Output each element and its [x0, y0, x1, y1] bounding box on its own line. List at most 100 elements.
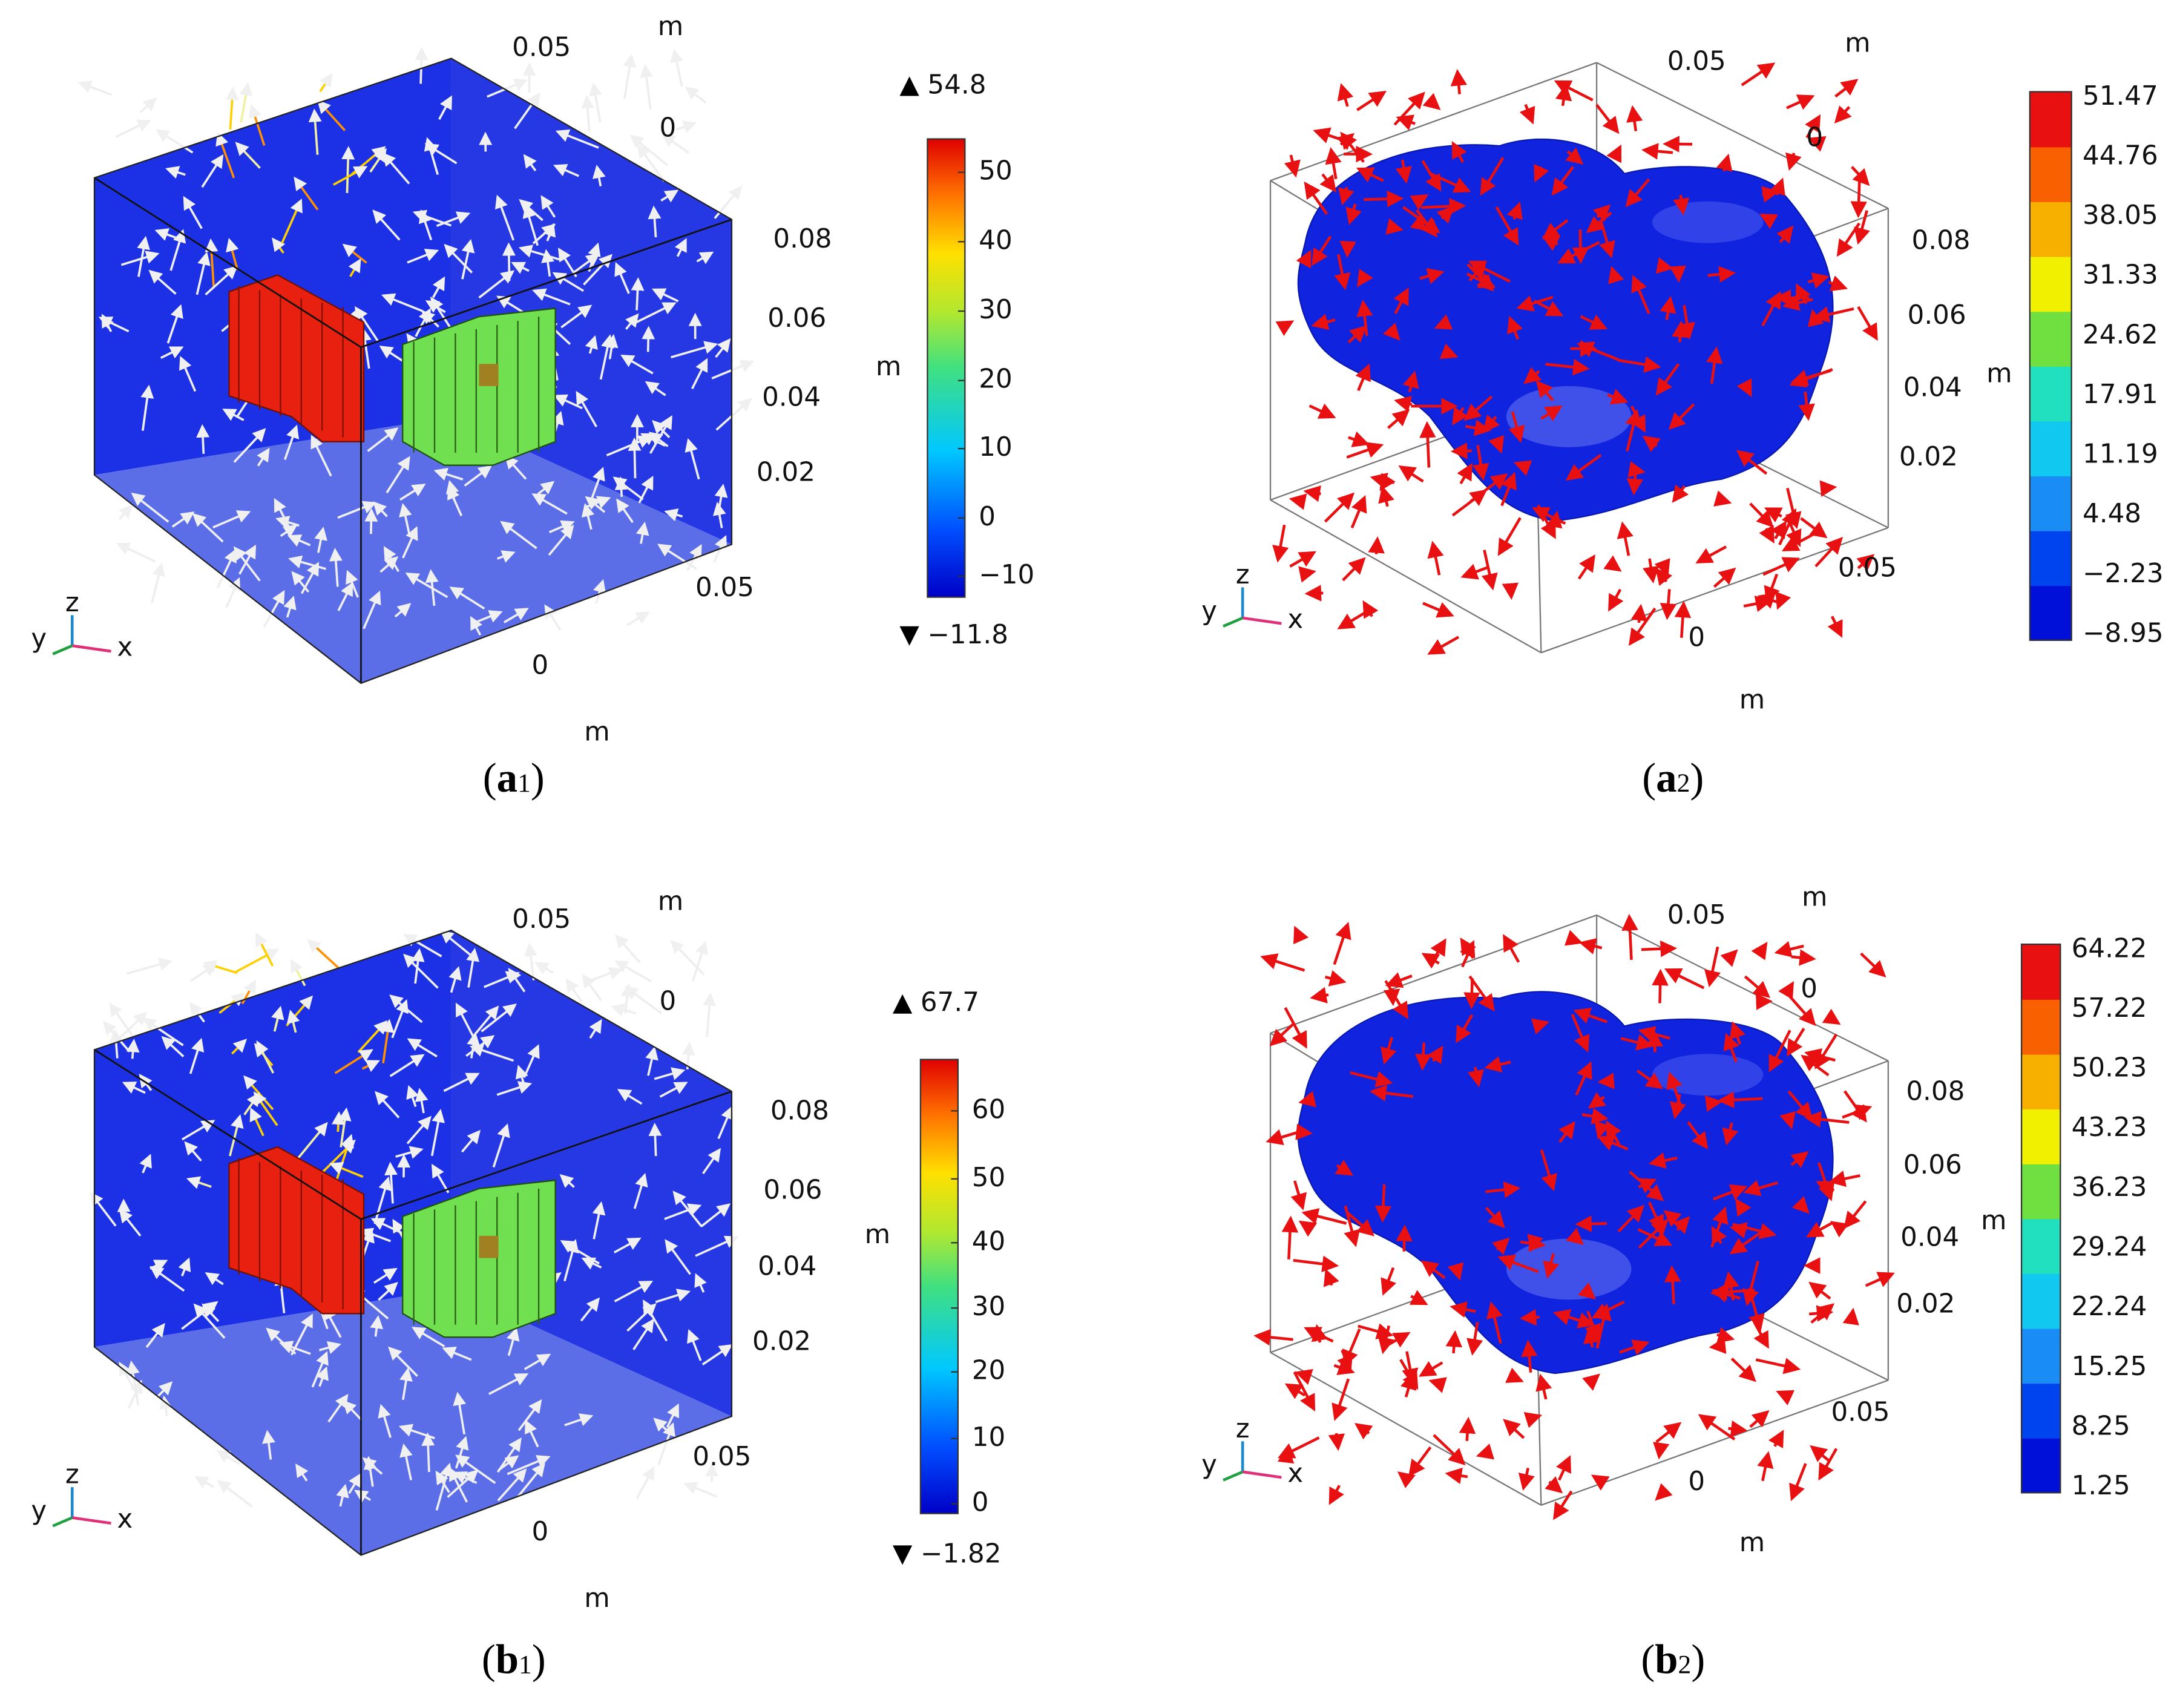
field-arrow: [517, 1399, 542, 1431]
field-arrow: [406, 1115, 432, 1145]
field-arrow: [1591, 1474, 1610, 1491]
field-arrow: [1463, 395, 1493, 421]
field-arrow: [1460, 563, 1490, 580]
caption-part: ): [531, 755, 545, 801]
colorbar-tick-label: −2.23: [2083, 559, 2164, 589]
field-arrow: [1791, 1196, 1810, 1214]
colorbar-band: [2029, 475, 2072, 531]
field-arrow: [1436, 206, 1454, 224]
hot-component: [228, 1146, 365, 1315]
field-arrow: [1704, 946, 1721, 988]
field-arrow: [102, 1020, 131, 1053]
field-arrow: [1789, 1463, 1807, 1502]
field-arrow: [1755, 993, 1773, 1010]
field-arrow: [1419, 1361, 1443, 1377]
field-arrow: [1414, 1042, 1432, 1071]
field-arrow: [1328, 1433, 1345, 1451]
field-arrow: [378, 1404, 392, 1438]
field-arrow: [1368, 536, 1385, 554]
field-arrow: [715, 338, 731, 358]
field-arrow: [126, 957, 173, 975]
field-arrow: [1664, 1265, 1681, 1304]
field-arrow: [255, 932, 274, 967]
field-arrow: [171, 511, 195, 528]
field-arrow: [508, 968, 526, 993]
field-arrow: [1655, 257, 1674, 274]
axis-tick-label: m: [1845, 28, 1870, 59]
field-arrow: [127, 1379, 143, 1409]
triad-label: y: [1201, 1450, 1217, 1480]
field-arrow: [1344, 1205, 1361, 1247]
field-arrow: [470, 616, 483, 636]
field-arrow: [215, 131, 235, 179]
axis-tick-label: 0: [660, 113, 677, 143]
field-arrow: [560, 1240, 600, 1265]
field-arrow: [553, 164, 580, 177]
colorbar-frame: [2029, 91, 2072, 641]
field-arrow: [1627, 461, 1646, 478]
panel: 0.05 m 0 0.08 0.06 0.04 0.02 0.05 0 m yz x m 64.22 57.…: [1201, 882, 2147, 1682]
field-arrow: [1764, 507, 1783, 523]
field-arrow: [1508, 411, 1525, 443]
axis-tick-label: 0.04: [758, 1252, 816, 1282]
field-arrow: [589, 82, 602, 123]
field-arrow: [1625, 178, 1650, 208]
max-marker: [899, 76, 919, 96]
colorbar-tick-label: 0: [979, 502, 996, 532]
field-arrow: [1385, 218, 1404, 235]
field-arrow: [640, 64, 654, 110]
wire-edge: [1596, 62, 1889, 209]
field-arrow: [516, 1462, 545, 1499]
field-arrow: [334, 1049, 373, 1074]
field-arrow: [122, 1082, 146, 1094]
field-arrow: [717, 1105, 734, 1140]
field-arrow: [280, 524, 298, 538]
field-arrow: [1492, 1237, 1510, 1255]
field-arrow: [635, 521, 649, 544]
field-arrow: [1764, 573, 1780, 604]
axis-tick-label: 0: [1688, 622, 1705, 652]
field-arrow: [633, 1172, 648, 1209]
wire-edge: [1270, 62, 1597, 182]
field-arrow: [1419, 268, 1445, 284]
field-arrow: [1638, 1178, 1657, 1194]
field-arrow: [523, 154, 537, 172]
cool-component: [402, 1179, 556, 1338]
field-arrow: [1798, 392, 1815, 421]
field-arrow: [1333, 921, 1351, 965]
field-arrow: [1523, 367, 1542, 384]
colorbar-unit: m: [865, 1220, 890, 1250]
field-arrow: [266, 1327, 297, 1355]
field-arrow: [148, 269, 177, 295]
field-arrow: [1342, 1328, 1361, 1367]
field-arrow: [695, 1235, 739, 1257]
triad-y: [1223, 1470, 1244, 1482]
colorbar-tick-label: 50: [979, 156, 1012, 186]
field-arrow: [179, 356, 197, 392]
field-arrow: [555, 129, 599, 149]
triad-label: z: [1236, 1414, 1250, 1444]
axis-tick-label: m: [658, 11, 683, 42]
colorbar-band: [2021, 1054, 2061, 1110]
field-arrow: [1578, 1282, 1596, 1300]
field-arrow: [1786, 94, 1815, 110]
field-arrow: [120, 251, 160, 266]
field-arrow: [687, 1329, 702, 1361]
colorbar-tick-label: 60: [972, 1094, 1005, 1125]
field-arrow: [1387, 1332, 1411, 1348]
field-arrow: [281, 199, 303, 244]
axis-tick-label: 0.05: [1667, 900, 1726, 930]
field-arrow: [1457, 462, 1473, 485]
field-arrow: [189, 963, 218, 982]
component-chip: [479, 364, 499, 386]
field-arrow: [1722, 1271, 1739, 1301]
field-arrow: [685, 438, 700, 480]
field-arrow: [1599, 219, 1615, 258]
field-arrow: [1428, 1377, 1447, 1393]
field-arrow: [1476, 1444, 1495, 1460]
axis-tick-label: 0.06: [1903, 1150, 1962, 1180]
field-arrow: [183, 195, 203, 229]
field-arrow: [1628, 607, 1657, 646]
field-arrow: [614, 262, 630, 294]
field-arrow: [504, 455, 527, 480]
